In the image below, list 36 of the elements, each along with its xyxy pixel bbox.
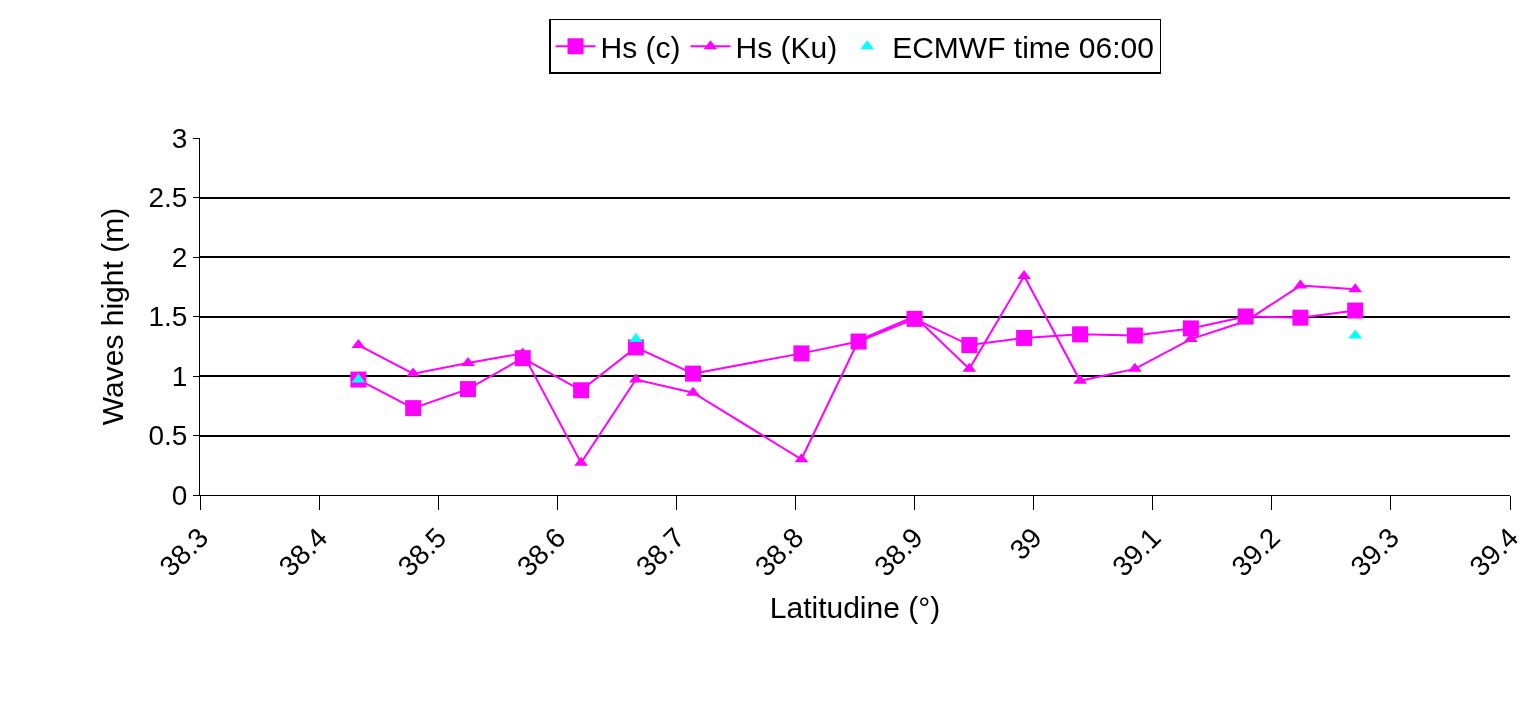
legend-label: Hs (Ku): [735, 30, 838, 64]
y-tick-label: 3: [171, 122, 188, 154]
x-tick-label: 39.2: [1225, 521, 1286, 583]
legend-label: Hs (c): [600, 30, 681, 64]
y-axis-title: Waves hight (m): [96, 207, 130, 426]
x-tick-label: 39.4: [1463, 521, 1525, 583]
point: [1072, 326, 1089, 343]
x-tick-label: 38.6: [510, 521, 572, 583]
legend-label: ECMWF time 06:00: [892, 30, 1154, 64]
y-tick-label: 1.5: [148, 301, 188, 333]
x-tick-label: 39.1: [1106, 521, 1167, 583]
point: [685, 365, 702, 382]
point: [1292, 309, 1309, 326]
x-tick-label: 38.8: [749, 521, 810, 583]
point: [1126, 327, 1143, 344]
point: [405, 400, 422, 417]
point: [459, 381, 476, 398]
point: [573, 382, 590, 399]
x-tick-label: 38.9: [868, 521, 929, 583]
point: [1182, 320, 1199, 337]
y-tick-label: 2.5: [148, 182, 188, 214]
x-tick-label: 38.4: [272, 521, 334, 583]
x-tick-label: 38.3: [153, 521, 215, 583]
y-tick-label: 1: [171, 360, 188, 392]
x-tick-label: 39: [1003, 521, 1048, 566]
point: [1016, 329, 1033, 346]
point: [793, 345, 810, 362]
point: [686, 386, 700, 396]
y-tick-label: 2: [171, 241, 188, 273]
point: [461, 356, 475, 366]
point: [1347, 302, 1364, 319]
y-tick-label: 0: [171, 479, 188, 511]
x-tick-label: 39.3: [1344, 521, 1406, 583]
point: [961, 337, 978, 354]
y-tick-label: 0.5: [148, 420, 188, 452]
x-axis-title: Latitudine (°): [769, 590, 941, 624]
